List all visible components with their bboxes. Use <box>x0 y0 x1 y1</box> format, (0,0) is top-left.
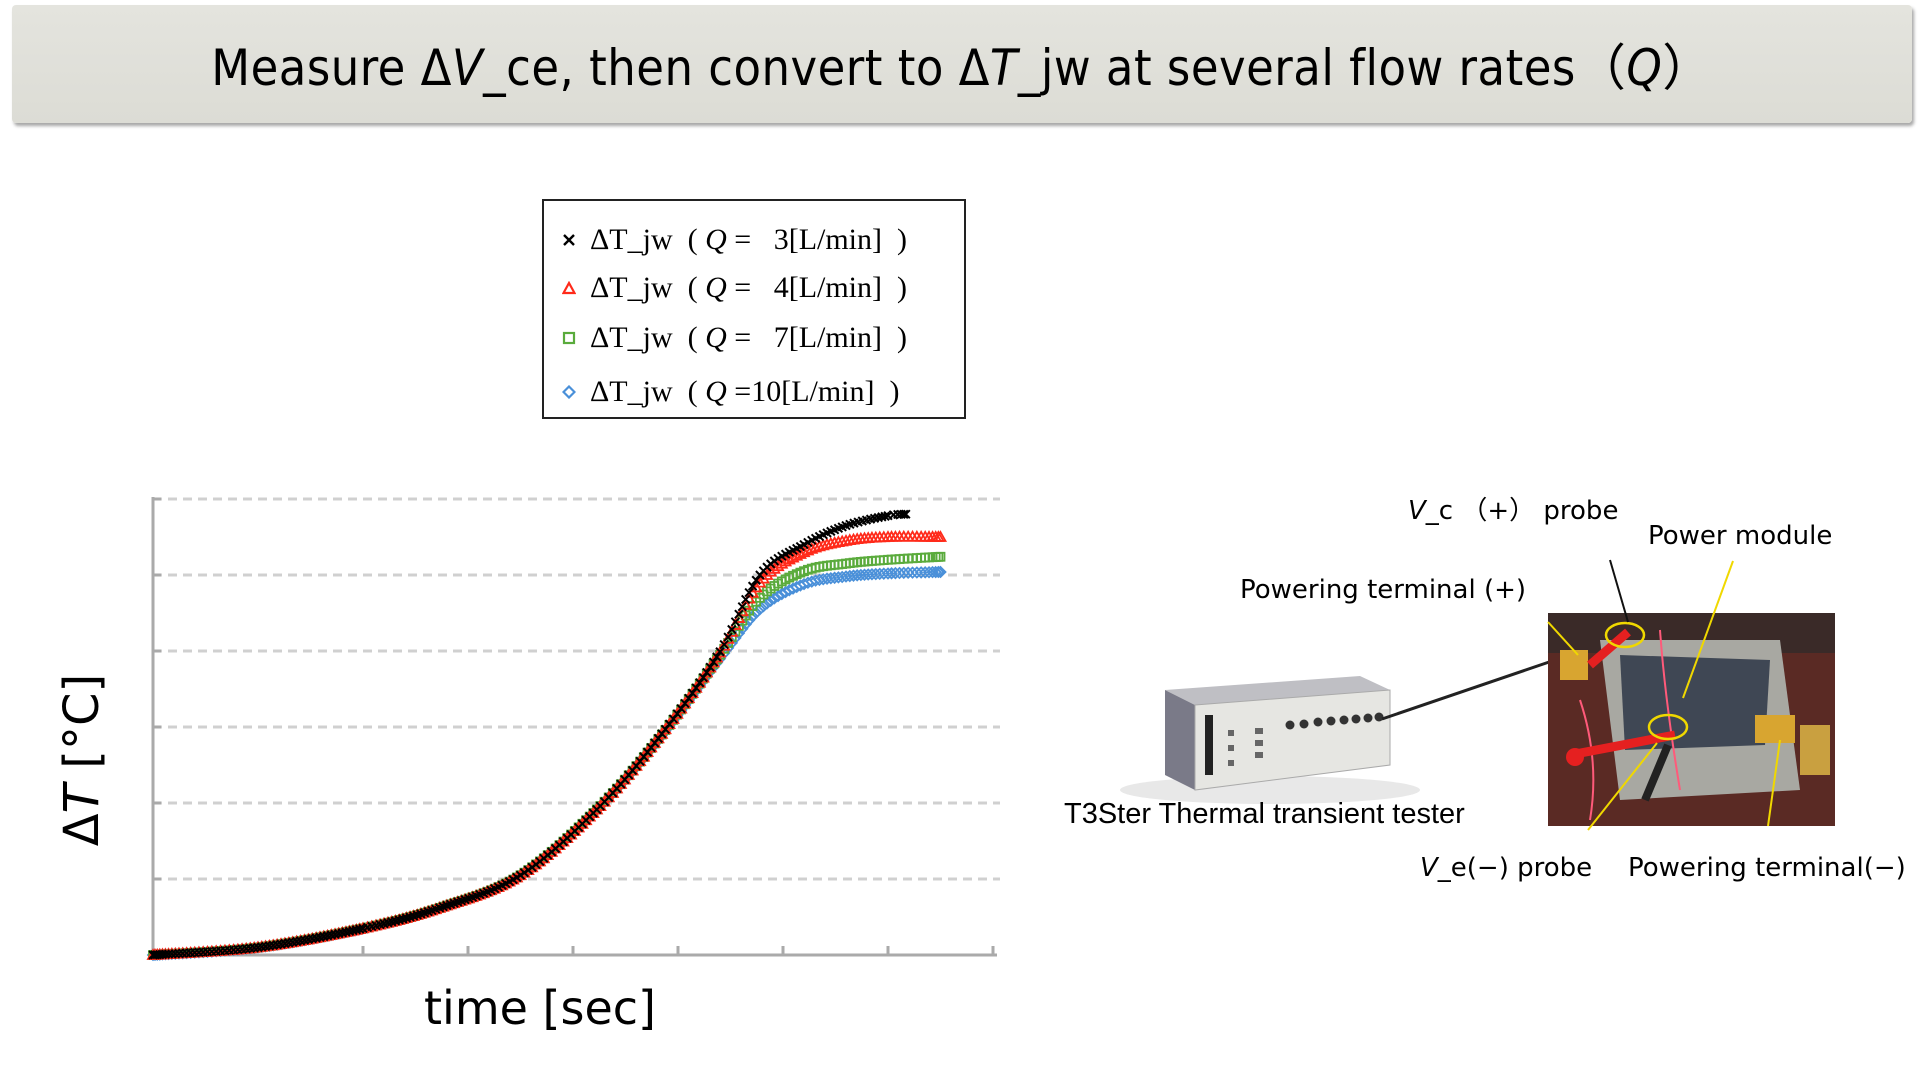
x-marker-icon <box>562 233 590 247</box>
legend-value: = 3[L/min] ) <box>726 223 908 256</box>
legend-value: = 7[L/min] ) <box>726 321 908 354</box>
title-prefix: Measure <box>211 39 421 97</box>
vc-probe-label: V_c （+） probe <box>1408 490 1618 527</box>
legend-item-q4: ΔT_jw ( Q = 4[L/min] ) <box>562 271 907 305</box>
series-square <box>148 551 946 960</box>
legend-label: ΔT_jw ( <box>590 271 706 304</box>
slide-title-banner: Measure ΔV_ce, then convert to ΔT_jw at … <box>12 5 1912 123</box>
measurement-setup-illustration <box>1120 559 1835 831</box>
title-var-v: V <box>451 39 484 97</box>
y-label-unit: [°C] <box>54 673 110 785</box>
ve-text: _e(−) probe <box>1437 853 1593 883</box>
title-delta-1: Δ <box>420 39 452 97</box>
delta-t-chart <box>146 497 1000 962</box>
y-axis-label: ΔT [°C] <box>54 674 110 846</box>
legend-item-q3: ΔT_jw ( Q = 3[L/min] ) <box>562 223 907 257</box>
powering-terminal-plus-label: Powering terminal (+) <box>1240 575 1527 605</box>
legend-q: Q <box>705 271 727 304</box>
y-label-var: T <box>54 784 110 814</box>
module-leader-line <box>1682 560 1734 699</box>
chart-legend: ΔT_jw ( Q = 3[L/min] ) ΔT_jw ( Q = 4[L/m… <box>542 199 966 419</box>
legend-value: =10[L/min] ) <box>726 375 900 408</box>
series-diamond <box>146 565 947 962</box>
legend-q: Q <box>705 375 727 408</box>
diamond-marker-icon <box>562 385 590 399</box>
title-paren-open: （ <box>1575 39 1627 97</box>
series-triangle <box>146 529 948 960</box>
vc-var: V <box>1408 496 1426 526</box>
t3ster-device-icon <box>1120 676 1420 804</box>
vc-leader-line <box>1609 559 1629 623</box>
legend-value: = 4[L/min] ) <box>726 271 908 304</box>
ve-var: V <box>1420 853 1438 883</box>
triangle-marker-icon <box>562 281 590 295</box>
x-axis-label: time [sec] <box>424 981 656 1035</box>
title-var-q: Q <box>1626 39 1663 97</box>
cable-line <box>1381 658 1556 721</box>
slide-title: Measure ΔV_ce, then convert to ΔT_jw at … <box>211 28 1713 100</box>
ve-probe-label: V_e(−) probe <box>1420 853 1592 883</box>
legend-label: ΔT_jw ( <box>590 321 706 354</box>
title-paren-close: ） <box>1662 39 1713 97</box>
tester-label: T3Ster Thermal transient tester <box>1064 798 1465 830</box>
vc-text: _c （+） probe <box>1425 496 1619 526</box>
title-var-t: T <box>989 39 1018 97</box>
minus-terminal-leader-line <box>1767 739 1781 827</box>
legend-q: Q <box>705 223 727 256</box>
power-module-photo <box>1548 613 1835 826</box>
square-marker-icon <box>562 331 590 345</box>
legend-q: Q <box>705 321 727 354</box>
powering-terminal-minus-label: Powering terminal(−) <box>1628 853 1906 883</box>
series-x <box>148 509 911 960</box>
legend-label: ΔT_jw ( <box>590 223 706 256</box>
power-module-label: Power module <box>1648 521 1833 551</box>
title-delta-2: Δ <box>958 39 990 97</box>
title-suffix: _jw at several flow rates <box>1017 39 1576 97</box>
plus-terminal-leader-line <box>1547 621 1579 656</box>
y-label-delta: Δ <box>54 813 110 847</box>
legend-label: ΔT_jw ( <box>590 375 706 408</box>
ve-leader-line <box>1587 742 1658 831</box>
legend-item-q7: ΔT_jw ( Q = 7[L/min] ) <box>562 321 907 355</box>
legend-item-q10: ΔT_jw ( Q =10[L/min] ) <box>562 375 900 409</box>
title-middle: _ce, then convert to <box>483 39 959 97</box>
